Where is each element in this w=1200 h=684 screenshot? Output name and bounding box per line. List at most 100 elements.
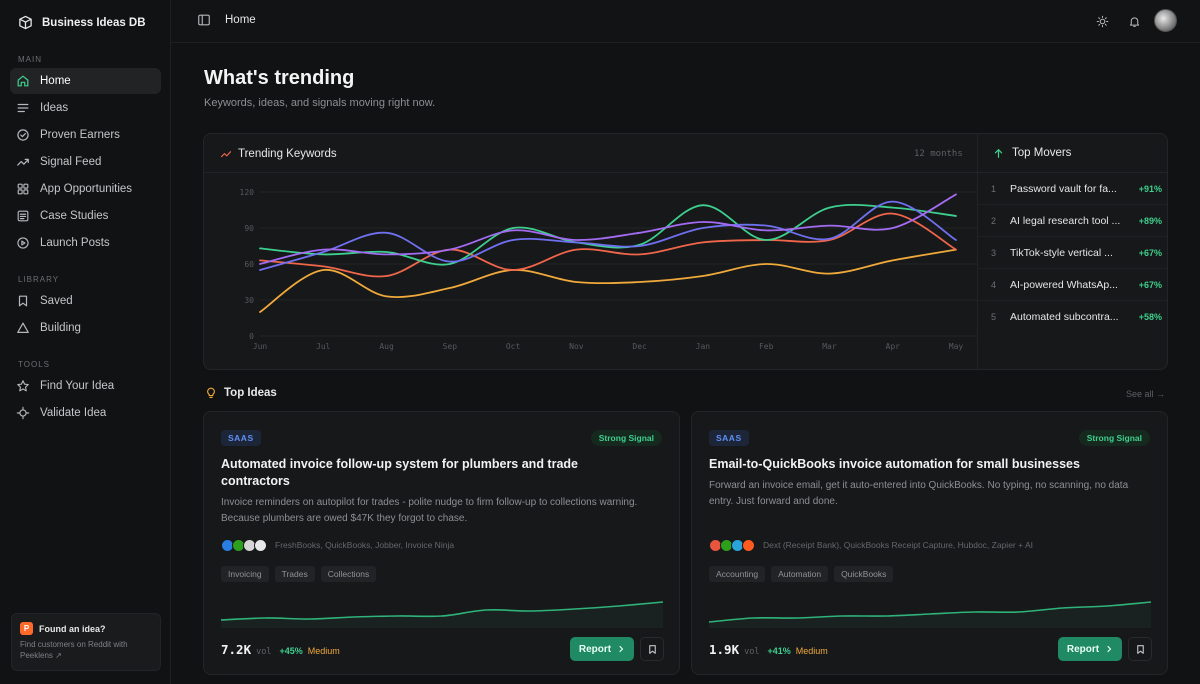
idea-title[interactable]: Automated invoice follow-up system for p… [221, 457, 578, 488]
trending-title: Trending Keywords [238, 148, 337, 160]
mover-row[interactable]: 1 Password vault for fa... +91% [978, 173, 1167, 205]
section-label-main: MAIN [18, 55, 42, 64]
x-tick-label: Nov [569, 342, 584, 351]
sidebar-item-home[interactable]: Home [10, 68, 161, 94]
trending-up-icon [17, 158, 29, 166]
trending-up-icon [220, 151, 232, 158]
promo-link[interactable]: Peeklens ↗ [20, 651, 62, 660]
sidebar-item-saved[interactable]: Saved [10, 288, 161, 314]
mover-delta: +67% [1138, 279, 1162, 290]
sidebar-item-label: Ideas [40, 102, 69, 114]
signal-badge: Strong Signal [1078, 430, 1150, 446]
trending-chart-svg: 0 30 60 90 120 Jun Jul Aug Sep Oct Nov Dec Jan Feb Mar… [240, 188, 977, 351]
sidebar-item-label: Saved [40, 295, 73, 307]
x-tick-label: Jun [253, 342, 268, 351]
chip[interactable]: Trades [274, 566, 315, 582]
report-button[interactable]: Report [1058, 637, 1122, 661]
chip[interactable]: Automation [771, 566, 829, 582]
sidebar-item-case-studies[interactable]: Case Studies [10, 203, 161, 229]
chevron-right-icon [619, 645, 624, 653]
brand[interactable]: Business Ideas DB [18, 15, 146, 30]
sidebar-item-find-your-idea[interactable]: Find Your Idea [10, 373, 161, 399]
sparkline [221, 601, 663, 628]
report-button[interactable]: Report [570, 637, 634, 661]
sparkline [709, 601, 1151, 628]
section-label-library: LIBRARY [18, 275, 60, 284]
idea-description: Invoice reminders on autopilot for trade… [221, 497, 638, 524]
growth-value: +41% [767, 646, 791, 656]
sidebar-item-label: Launch Posts [40, 237, 110, 249]
mover-rank: 2 [991, 215, 997, 226]
section-label-tools: TOOLS [18, 360, 50, 369]
top-movers-header: Top Movers [978, 134, 1167, 173]
sparkline-line [221, 601, 663, 621]
idea-title[interactable]: Email-to-QuickBooks invoice automation f… [709, 457, 1080, 471]
mover-rank: 5 [991, 312, 997, 322]
series-line[interactable] [259, 193, 957, 265]
sun-icon [1096, 15, 1108, 27]
avatar[interactable] [1154, 9, 1177, 32]
series-line[interactable] [259, 212, 957, 278]
theme-toggle-button[interactable] [1090, 9, 1114, 33]
page-title: What's trending [204, 67, 355, 89]
sidebar-item-launch-posts[interactable]: Launch Posts [10, 230, 161, 256]
chip[interactable]: Collections [320, 566, 377, 582]
chip[interactable]: Invoicing [221, 566, 269, 582]
series-line[interactable] [259, 203, 957, 266]
competitor-logo-icon [254, 538, 267, 552]
sidebar-item-label: Find Your Idea [40, 380, 115, 392]
sidebar-item-label: Signal Feed [40, 156, 102, 168]
bell-icon [1129, 16, 1139, 27]
x-tick-label: Oct [506, 342, 521, 351]
sidebar-item-signal-feed[interactable]: Signal Feed [10, 149, 161, 175]
trending-range[interactable]: 12 months [914, 149, 963, 159]
competitor-logos [709, 538, 755, 552]
sidebar-item-app-opportunities[interactable]: App Opportunities [10, 176, 161, 202]
home-icon [17, 75, 29, 87]
promo-title: Found an idea? [39, 623, 106, 634]
volume-label: vol [744, 647, 760, 657]
sidebar-toggle-icon[interactable] [197, 13, 211, 27]
mover-delta: +67% [1138, 247, 1162, 258]
promo-card[interactable]: P Found an idea? Find customers on Reddi… [11, 613, 161, 671]
mover-row[interactable]: 5 Automated subcontra... +58% [978, 301, 1167, 333]
check-circle-icon [17, 129, 29, 141]
idea-card[interactable]: SAAS Strong Signal Automated invoice fol… [203, 411, 680, 675]
competitor-names: FreshBooks, QuickBooks, Jobber, Invoice … [275, 540, 455, 550]
crosshair-icon [16, 406, 30, 420]
sidebar-item-building[interactable]: Building [10, 315, 161, 341]
competitor-logos [221, 538, 267, 552]
sidebar-item-validate-idea[interactable]: Validate Idea [10, 400, 161, 426]
sparkline-area [221, 602, 663, 628]
notifications-button[interactable] [1122, 9, 1146, 33]
x-tick-label: Jul [316, 342, 331, 351]
bookmark-button[interactable] [1128, 637, 1152, 661]
x-tick-label: Mar [822, 342, 837, 351]
bookmark-icon [648, 644, 656, 654]
bookmark-icon [18, 295, 28, 307]
idea-card[interactable]: SAAS Strong Signal Email-to-QuickBooks i… [691, 411, 1168, 675]
chip[interactable]: Accounting [709, 566, 766, 582]
mover-row[interactable]: 3 TikTok-style vertical ... +67% [978, 237, 1167, 269]
volume-value: 1.9K [709, 642, 740, 657]
grid-icon [17, 183, 29, 195]
competition-level: Medium [307, 646, 340, 656]
sidebar-item-proven-earners[interactable]: Proven Earners [10, 122, 161, 148]
competitor-tools: Dext (Receipt Bank), QuickBooks Receipt … [709, 538, 1033, 552]
mover-row[interactable]: 2 AI legal research tool ... +89% [978, 205, 1167, 237]
series-line[interactable] [259, 248, 957, 313]
idea-description: Forward an invoice email, get it auto-en… [709, 480, 1129, 507]
mover-row[interactable]: 4 AI-powered WhatsAp... +67% [978, 269, 1167, 301]
list-icon [17, 103, 29, 113]
competitor-tools: FreshBooks, QuickBooks, Jobber, Invoice … [221, 538, 454, 552]
play-circle-icon [17, 237, 29, 249]
sidebar-item-ideas[interactable]: Ideas [10, 95, 161, 121]
chip[interactable]: QuickBooks [834, 566, 894, 582]
bookmark-button[interactable] [640, 637, 664, 661]
y-tick-label: 0 [249, 332, 254, 341]
signal-badge: Strong Signal [590, 430, 662, 446]
series-line[interactable] [259, 200, 957, 271]
see-all-link[interactable]: See all → [1126, 389, 1166, 399]
sparkline-area [709, 602, 1151, 628]
mover-name: AI legal research tool ... [1010, 214, 1121, 227]
